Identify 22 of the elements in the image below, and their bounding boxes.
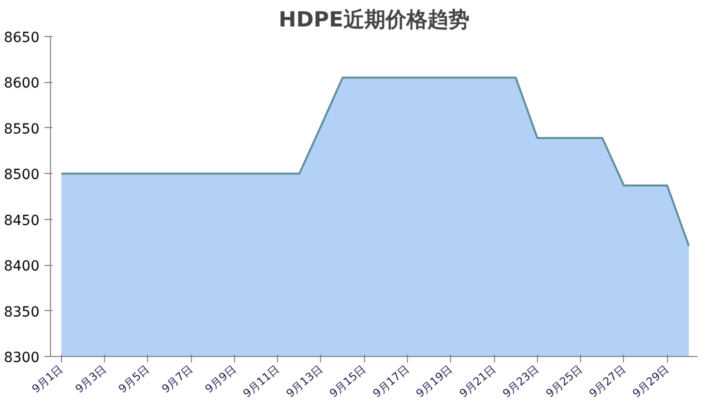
x-tick-label: 9月19日 bbox=[414, 362, 456, 400]
x-tick-label: 9月7日 bbox=[159, 362, 196, 396]
x-tick-label: 9月23日 bbox=[500, 362, 542, 400]
y-tick-label: 8500 bbox=[4, 167, 40, 184]
x-tick-label: 9月9日 bbox=[202, 362, 239, 396]
x-tick-label: 9月29日 bbox=[630, 362, 672, 400]
x-tick-label: 9月17日 bbox=[370, 362, 412, 400]
y-tick-label: 8400 bbox=[4, 258, 40, 275]
x-tick-label: 9月27日 bbox=[586, 362, 628, 400]
y-tick-label: 8350 bbox=[4, 304, 40, 320]
x-tick-label: 9月11日 bbox=[240, 362, 282, 400]
x-tick-label: 9月5日 bbox=[116, 362, 152, 396]
x-tick-label: 9月13日 bbox=[284, 362, 326, 400]
chart-title: HDPE近期价格趋势 bbox=[278, 8, 470, 32]
y-tick-label: 8650 bbox=[4, 30, 40, 46]
y-tick-label: 8600 bbox=[4, 76, 40, 92]
x-tick-label: 9月21日 bbox=[457, 362, 498, 400]
y-tick-label: 8450 bbox=[4, 212, 40, 229]
x-tick-label: 9月15日 bbox=[327, 362, 368, 400]
x-tick-label: 9月3日 bbox=[72, 362, 109, 396]
x-tick-label: 9月25日 bbox=[544, 362, 585, 400]
y-tick-label: 8550 bbox=[4, 121, 40, 138]
